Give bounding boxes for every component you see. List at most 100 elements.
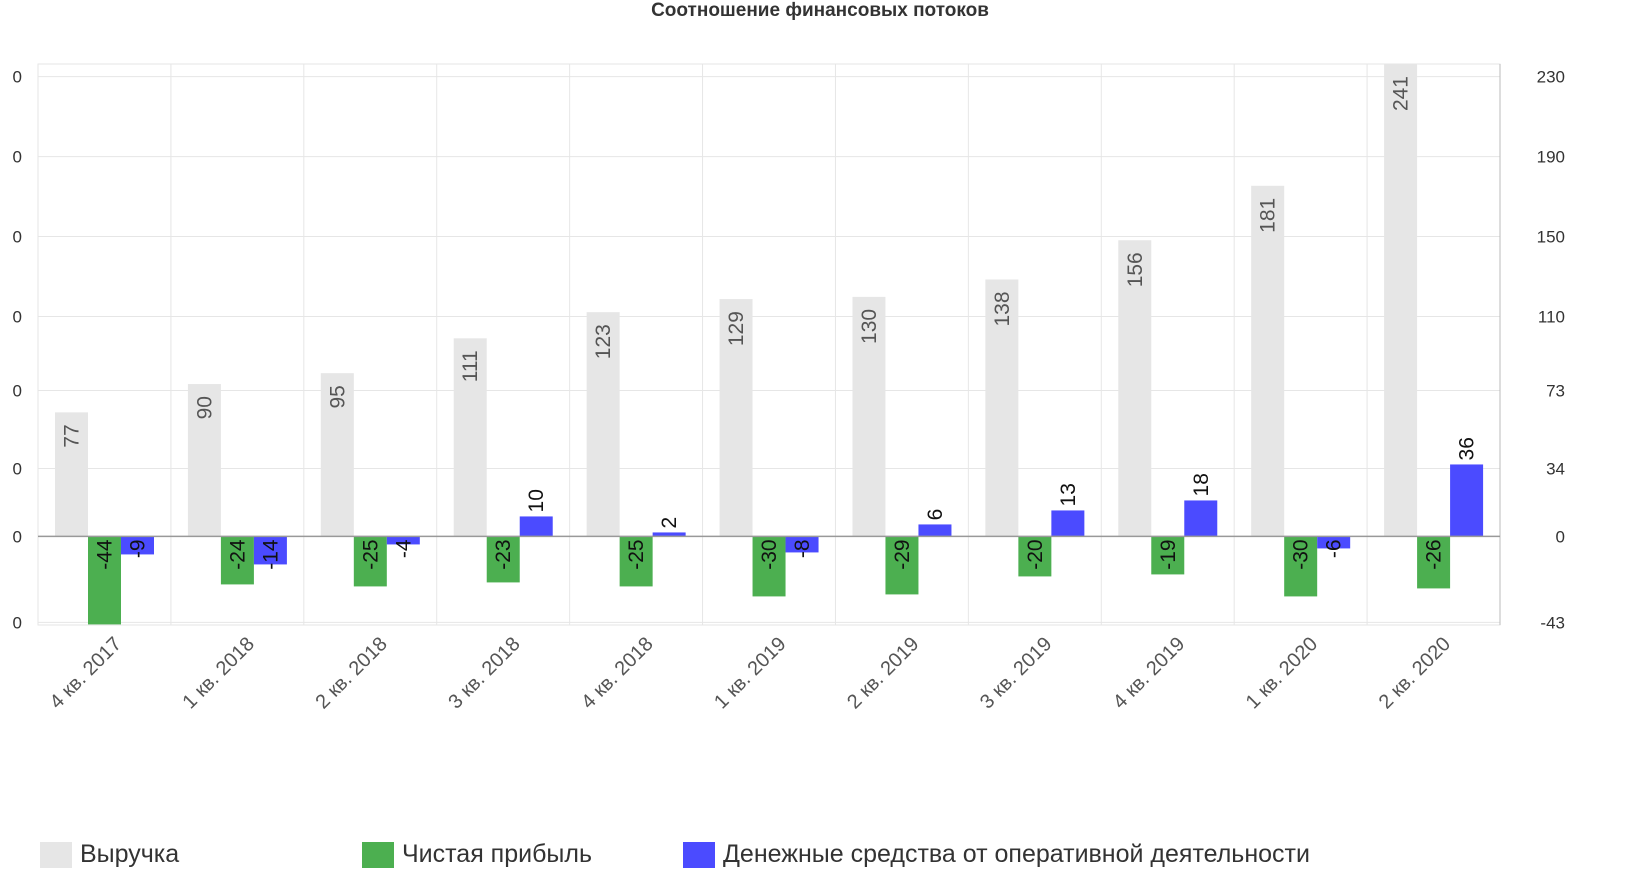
bar-operating-cash [253,536,287,565]
left-tick-label: 0 [13,613,22,632]
data-label-operating-cash: 2 [658,517,681,529]
category-label: 3 кв. 2018 [444,633,524,713]
bar-net-profit [1417,536,1451,589]
data-label-operating-cash: -4 [392,539,415,558]
left-tick-label: 0 [13,228,22,247]
data-label-operating-cash: 36 [1456,437,1479,460]
data-label-operating-cash: 13 [1057,483,1080,506]
data-label-revenue: 90 [193,396,216,419]
category-label: 2 кв. 2018 [311,633,391,713]
data-label-revenue: 123 [592,324,615,359]
category-label: 2 кв. 2019 [843,633,923,713]
data-label-net-profit: -29 [891,539,914,569]
left-tick-label: 0 [13,308,22,327]
bar-operating-cash [918,524,952,537]
left-tick-label: 0 [13,381,22,400]
bar-net-profit [1018,536,1052,577]
chart-title: Соотношение финансовых потоков [651,0,989,21]
bar-revenue [1384,64,1418,537]
bar-operating-cash [519,516,553,537]
bar-net-profit [1284,536,1318,597]
category-label: 1 кв. 2020 [1242,633,1322,713]
bar-revenue [320,373,354,537]
data-label-operating-cash: -8 [791,539,814,558]
bar-revenue [985,279,1019,537]
right-tick-label: 73 [1546,381,1565,400]
data-label-revenue: 241 [1390,76,1413,111]
bar-operating-cash [1184,500,1218,537]
data-label-net-profit: -19 [1157,539,1180,569]
bar-revenue [1118,240,1152,537]
bar-revenue [852,296,886,537]
bar-operating-cash [1317,536,1351,549]
data-label-operating-cash: -9 [127,539,150,558]
data-label-operating-cash: -6 [1323,539,1346,558]
data-label-net-profit: -26 [1423,539,1446,569]
bar-net-profit [752,536,786,597]
right-tick-label: 0 [1556,527,1565,546]
legend-swatch-operating-cash [683,841,715,868]
legend: Выручка Чистая прибыль Денежные средства… [40,840,1600,872]
bar-revenue [586,312,620,537]
bar-net-profit [88,536,121,625]
right-tick-label: 150 [1537,228,1565,247]
bar-net-profit [486,536,520,583]
bar-net-profit [220,536,254,585]
bar-operating-cash [785,536,819,553]
legend-item-net-profit[interactable]: Чистая прибыль [362,840,592,869]
category-label: 2 кв. 2020 [1375,633,1455,713]
bar-revenue [453,338,487,537]
data-label-revenue: 156 [1124,252,1147,287]
bar-net-profit [353,536,387,587]
legend-item-operating-cash[interactable]: Денежные средства от оперативной деятель… [683,840,1310,869]
data-label-net-profit: -23 [492,539,515,569]
legend-swatch-revenue [40,841,72,868]
category-label: 4 кв. 2019 [1109,633,1189,713]
bar-operating-cash [386,536,420,545]
data-label-net-profit: -24 [226,539,249,570]
data-label-revenue: 138 [991,291,1014,326]
bar-revenue [1251,185,1285,537]
data-label-operating-cash: 6 [924,509,947,521]
right-tick-label: 34 [1546,459,1565,478]
data-label-net-profit: -30 [758,539,781,569]
bar-operating-cash [1051,510,1085,537]
right-tick-label: -43 [1540,613,1565,632]
data-label-revenue: 111 [459,350,482,382]
left-tick-label: 0 [13,459,22,478]
data-label-operating-cash: 18 [1190,473,1213,496]
category-label: 1 кв. 2018 [179,633,259,713]
bar-revenue [187,384,221,537]
data-label-revenue: 129 [725,311,748,346]
legend-label-net-profit: Чистая прибыль [402,840,592,868]
legend-swatch-net-profit [362,841,394,868]
data-label-net-profit: -25 [359,539,382,569]
right-tick-label: 110 [1538,308,1565,327]
data-label-revenue: 95 [326,385,349,408]
category-label: 4 кв. 2017 [46,633,126,713]
category-label: 4 кв. 2018 [577,633,657,713]
bar-revenue [719,299,753,537]
data-label-net-profit: -20 [1024,539,1047,569]
data-label-revenue: 181 [1257,198,1280,233]
bar-net-profit [1151,536,1185,575]
data-label-revenue: 130 [858,309,881,344]
bar-operating-cash [652,532,686,537]
data-label-operating-cash: -14 [259,539,282,570]
bar-net-profit [885,536,919,595]
data-label-revenue: 77 [61,424,84,447]
right-tick-label: 230 [1537,68,1565,87]
bar-net-profit [619,536,653,587]
data-label-net-profit: -25 [625,539,648,569]
bar-operating-cash [121,536,154,555]
legend-label-revenue: Выручка [80,840,180,868]
category-label: 3 кв. 2019 [976,633,1056,713]
legend-item-revenue[interactable]: Выручка [40,840,179,869]
data-label-net-profit: -44 [94,539,117,570]
bar-revenue [55,412,88,537]
bar-operating-cash [1450,464,1484,537]
legend-label-operating-cash: Денежные средства от оперативной деятель… [723,840,1310,868]
left-tick-label: 0 [13,68,22,87]
category-label: 1 кв. 2019 [710,633,790,713]
